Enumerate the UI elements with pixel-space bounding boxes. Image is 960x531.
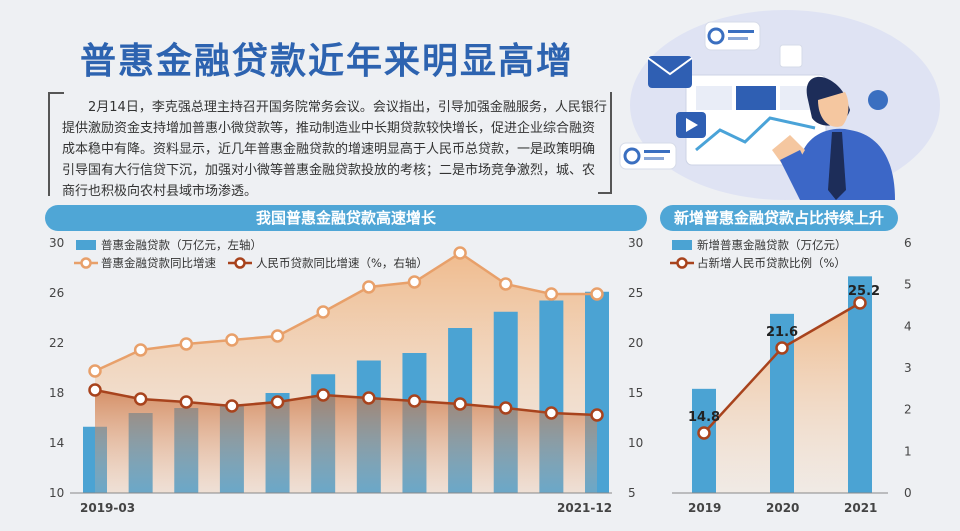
chart1-left-tick: 22 [49, 336, 64, 350]
chart1-left-tick: 26 [49, 286, 64, 300]
chart1-legend-brown-dot [234, 257, 246, 269]
chart2-point [775, 341, 789, 355]
chart1-brown-point [407, 394, 422, 408]
chart2-right-tick: 3 [904, 361, 912, 375]
chart2-x-label: 2020 [766, 501, 799, 515]
chart1-orange-point [544, 287, 559, 301]
chart1-brown-line [94, 388, 598, 417]
chart2-right-tick: 1 [904, 444, 912, 458]
chart2-bar [692, 388, 716, 493]
chart1-brown-point [453, 397, 467, 411]
chart1-orange-point [225, 333, 239, 347]
chart1-orange-point [498, 277, 513, 291]
chart1-right-tick: 25 [628, 286, 643, 300]
chart1-x-label-start: 2019-03 [80, 501, 135, 515]
chart2-title-banner: 新增普惠金融贷款占比持续上升 [660, 205, 898, 231]
chart2-bar [770, 313, 794, 493]
intro-bracket-left [48, 92, 64, 196]
chart1-orange-point [88, 364, 102, 378]
chart2-data-label: 25.2 [848, 284, 880, 299]
chart1-orange-point [133, 343, 148, 357]
chart2-right-tick: 6 [904, 236, 912, 250]
chart1-right-tick: 5 [628, 486, 636, 500]
chart2-data-label: 21.6 [766, 325, 798, 340]
chart2-x-label: 2019 [688, 501, 721, 515]
chart1-orange-point [316, 305, 330, 319]
chart2-legend-label-line: 占新增人民币贷款比例（%） [697, 256, 846, 270]
chart1-brown-point [362, 391, 376, 405]
chart2-legend-label-bar: 新增普惠金融贷款（万亿元） [697, 238, 847, 252]
chart2-legend-dot [676, 257, 688, 269]
chart1-brown-point [270, 395, 285, 409]
chart2-right-tick: 0 [904, 486, 912, 500]
chart1-legend-label-bar: 普惠金融贷款（万亿元，左轴） [101, 238, 262, 252]
chart1-orange-point [362, 280, 376, 294]
chart1-left-tick: 10 [49, 486, 64, 500]
chart1-left-tick: 18 [49, 386, 64, 400]
chart1-orange-line [94, 251, 597, 373]
chart2-right-tick: 4 [904, 319, 912, 333]
intro-paragraph: 2月14日，李克强总理主持召开国务院常务会议。会议指出，引导加强金融服务，人民银… [62, 100, 607, 199]
chart2-bar [848, 276, 872, 493]
chart1-brown-point [544, 406, 559, 420]
chart1-legend-label-brown: 人民币贷款同比增速（%，右轴） [256, 256, 428, 270]
intro-bracket-right [598, 92, 612, 194]
chart1-brown-point [88, 383, 102, 397]
chart1-brown-point [179, 395, 194, 409]
chart1-brown-point [133, 392, 148, 406]
chart2-legend-bar-swatch [672, 240, 692, 250]
chart1-title-banner: 我国普惠金融贷款高速增长 [45, 205, 647, 231]
chart1-orange-point [453, 246, 467, 260]
chart2-right-tick: 2 [904, 403, 912, 417]
chart1-brown-area [95, 390, 597, 493]
chart1-orange-point [270, 329, 285, 343]
chart1-legend-label-orange: 普惠金融贷款同比增速 [101, 256, 216, 270]
chart1-orange-point [407, 275, 422, 289]
chart1-legend-bar-swatch [76, 240, 96, 250]
chart1-brown-point [225, 399, 239, 413]
chart1-left-tick: 30 [49, 236, 64, 250]
chart1-right-tick: 10 [628, 436, 643, 450]
chart1-brown-point [590, 408, 604, 422]
chart1-right-tick: 20 [628, 336, 643, 350]
chart1-brown-point [498, 401, 513, 415]
chart2-point [697, 426, 711, 440]
page-title: 普惠金融贷款近年来明显高增 [80, 41, 575, 82]
chart1-left-tick: 14 [49, 436, 64, 450]
chart1-right-tick: 30 [628, 236, 643, 250]
chart2-x-label: 2021 [844, 501, 877, 515]
chart1-legend-orange-dot [80, 257, 92, 269]
chart1-orange-point [590, 287, 604, 301]
chart1-brown-point [316, 388, 330, 402]
chart1-right-tick: 15 [628, 386, 643, 400]
chart2-right-tick: 5 [904, 278, 912, 292]
chart1-x-label-end: 2021-12 [557, 501, 612, 515]
chart2-point [853, 296, 867, 310]
chart2-data-label: 14.8 [688, 410, 720, 425]
chart1-orange-point [179, 337, 194, 351]
